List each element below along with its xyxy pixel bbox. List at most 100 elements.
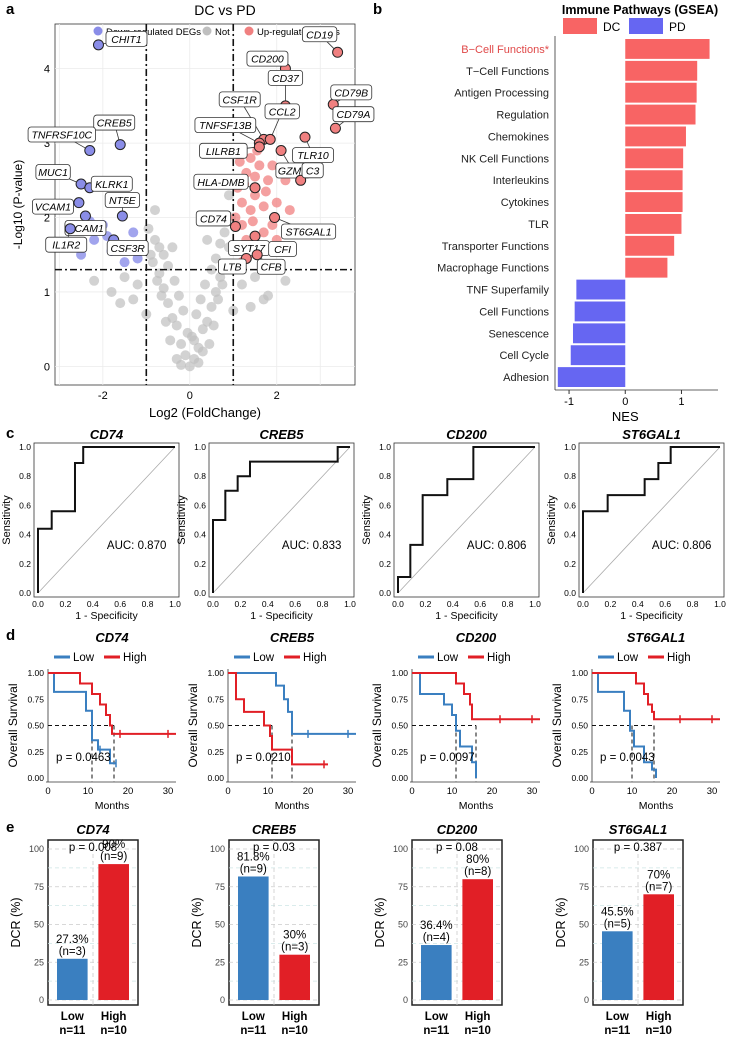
x-tick-label: 0.0 <box>32 599 44 609</box>
data-point-not <box>202 234 213 245</box>
legend-label: High <box>303 652 327 664</box>
gene-label-box <box>90 175 133 192</box>
panel-gene-title: CREB5 <box>259 427 304 442</box>
data-point-not <box>150 205 160 216</box>
gene-label: CSF1R <box>222 94 257 106</box>
x-axis-label: Log2 (FoldChange) <box>149 405 261 420</box>
panel-gene-title: ST6GAL1 <box>609 822 668 837</box>
dcr-bar <box>238 876 269 1000</box>
labeled-point <box>264 133 276 145</box>
gene-label-box <box>93 114 136 131</box>
data-point-up <box>234 156 245 167</box>
y-tick-label: 0.75 <box>571 694 588 704</box>
gsea-bar <box>625 39 710 59</box>
auc-label: AUC: 0.806 <box>652 540 711 552</box>
data-point-not <box>163 260 174 271</box>
data-point-not <box>197 346 208 357</box>
y-tick-label: 0.50 <box>27 721 44 731</box>
y-tick-label: 0 <box>403 995 408 1005</box>
gene-label: CD79A <box>337 109 371 121</box>
category-label: TLR <box>528 219 549 231</box>
gene-label: ST6GAL1 <box>286 227 332 239</box>
category-label: B−Cell Functions* <box>461 44 549 56</box>
gsea-bar <box>572 323 626 344</box>
gene-label: CFI <box>274 244 291 256</box>
auc-label: AUC: 0.833 <box>282 540 341 552</box>
gsea-bar <box>625 170 683 191</box>
data-point-up <box>258 227 269 238</box>
x-tick-label: -2 <box>98 390 108 402</box>
data-point-not <box>191 309 202 320</box>
data-point-not <box>215 238 226 249</box>
x-tick-label: High <box>646 1011 672 1023</box>
bar-count-label: (n=8) <box>464 866 491 878</box>
gene-label-box <box>32 198 74 215</box>
data-point-up <box>284 205 295 216</box>
data-point-not <box>236 279 247 290</box>
y-tick-label: 1.00 <box>207 668 224 678</box>
bar-count-label: (n=3) <box>59 946 86 958</box>
gene-label: VCAM1 <box>35 202 71 214</box>
y-tick-label: 3 <box>44 138 50 150</box>
labeled-point <box>79 210 91 222</box>
labeled-point <box>299 131 311 143</box>
data-point-not <box>213 294 224 305</box>
y-tick-label: 0.2 <box>379 559 391 569</box>
y-tick-label: 0.4 <box>194 530 206 540</box>
diagonal-line <box>212 446 351 594</box>
chart-title: Immune Pathways (GSEA) <box>562 3 718 17</box>
gsea-bar <box>576 279 626 300</box>
gsea-bar <box>557 367 626 387</box>
data-point-up <box>267 160 278 171</box>
y-tick-label: 25 <box>215 957 225 967</box>
km-curve-high <box>592 672 720 721</box>
x-tick-label: Low <box>61 1011 84 1023</box>
y-tick-label: 1.0 <box>564 442 576 452</box>
p-value-label: p = 0.0210 <box>236 752 291 764</box>
data-point-up <box>271 197 282 208</box>
x-tick-label: Low <box>242 1011 265 1023</box>
labeled-point <box>114 139 126 151</box>
x-tick-label: 0 <box>589 786 594 797</box>
y-tick-label: 1.00 <box>27 668 44 678</box>
data-point-not <box>195 294 206 305</box>
y-tick-label: 50 <box>34 920 44 930</box>
bar-count-label: (n=3) <box>281 942 308 954</box>
km-curve-high <box>48 672 176 735</box>
km-curve-low <box>228 672 356 735</box>
x-tick-label: 30 <box>527 786 538 797</box>
labeled-point <box>251 249 263 261</box>
y-tick-label: 0.8 <box>194 471 206 481</box>
legend-marker <box>244 26 254 36</box>
x-tick-label: Low <box>606 1011 629 1023</box>
data-point-not <box>128 294 139 305</box>
labeled-point <box>73 197 85 209</box>
gene-label-box <box>27 126 96 143</box>
x-tick-label: 0 <box>409 786 414 797</box>
y-tick-label: 2 <box>44 213 50 225</box>
category-label: Cell Functions <box>479 306 549 318</box>
data-point-up <box>247 216 258 227</box>
y-tick-label: 0.0 <box>379 588 391 598</box>
data-point-not <box>173 290 184 301</box>
x-tick-label: High <box>101 1011 127 1023</box>
x-tick-label: 0 <box>45 786 50 797</box>
gene-label: CSF3R <box>110 243 145 255</box>
panel-label-d: d <box>6 627 15 644</box>
y-axis-label: Sensitivity <box>361 495 373 545</box>
data-point-not <box>204 339 215 350</box>
data-point-down <box>119 257 130 268</box>
x-tick-label: n=10 <box>100 1025 127 1037</box>
gene-label: NCAM1 <box>67 223 104 235</box>
x-tick-label: 30 <box>163 786 174 797</box>
panel-label-e: e <box>6 819 14 836</box>
x-tick-label: 10 <box>627 786 638 797</box>
y-tick-label: 50 <box>398 920 408 930</box>
bar-percent-label: 27.3% <box>56 934 89 946</box>
y-axis-label: DCR (%) <box>9 898 23 948</box>
auc-label: AUC: 0.806 <box>467 540 526 552</box>
gene-label: CREB5 <box>97 118 132 130</box>
gene-label: IL1R2 <box>52 240 80 252</box>
bar-percent-label: 70% <box>647 869 670 881</box>
chart-title: DC vs PD <box>194 2 255 18</box>
